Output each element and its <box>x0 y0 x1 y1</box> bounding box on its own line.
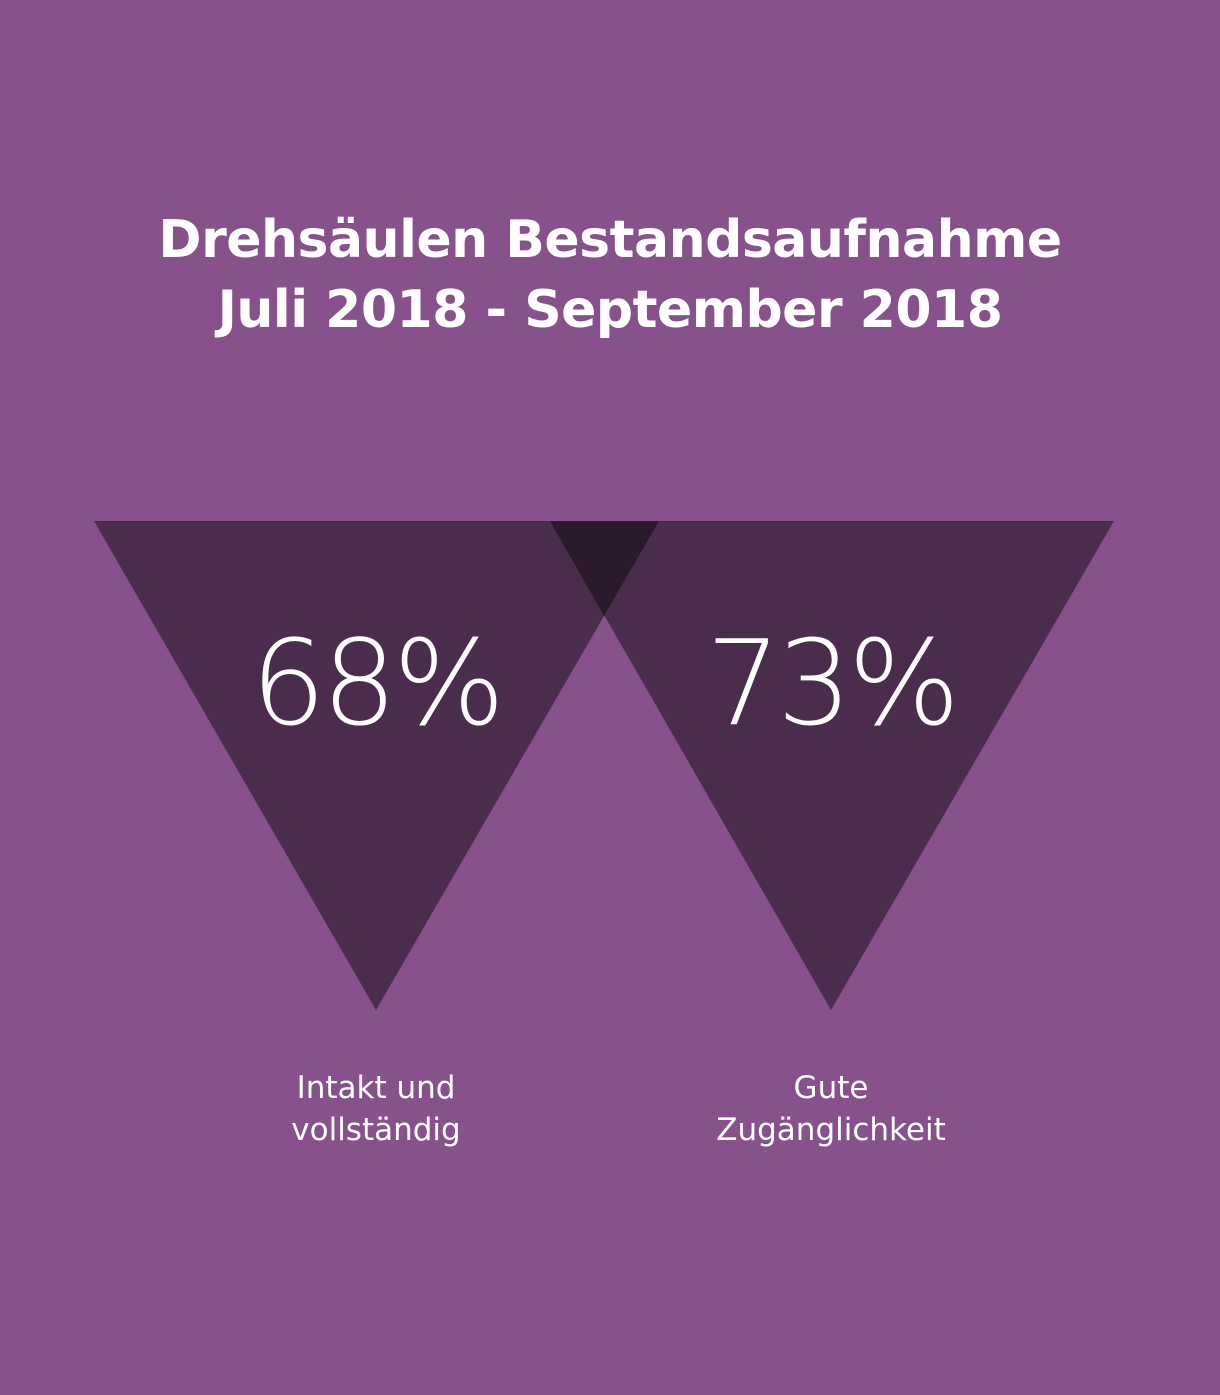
title-line-1: Drehsäulen Bestandsaufnahme <box>158 210 1062 270</box>
stat-percent-accessible: 73% <box>705 614 960 752</box>
stat-label-intact-line-1: Intakt und <box>296 1070 456 1106</box>
triangle-left <box>94 521 659 1010</box>
triangle-right <box>550 521 1114 1010</box>
triangle-overlap <box>550 521 659 616</box>
stat-label-intact-line-2: vollständig <box>291 1112 461 1148</box>
stat-label-intact: Intakt und vollständig <box>176 1067 576 1151</box>
infographic-title: Drehsäulen Bestandsaufnahme Juli 2018 - … <box>0 205 1220 345</box>
stat-label-accessible-line-1: Gute <box>793 1070 869 1106</box>
title-line-2: Juli 2018 - September 2018 <box>217 280 1003 340</box>
stat-percent-intact: 68% <box>250 614 505 752</box>
stat-label-accessible: Gute Zugänglichkeit <box>631 1067 1031 1151</box>
stat-label-accessible-line-2: Zugänglichkeit <box>716 1112 946 1148</box>
